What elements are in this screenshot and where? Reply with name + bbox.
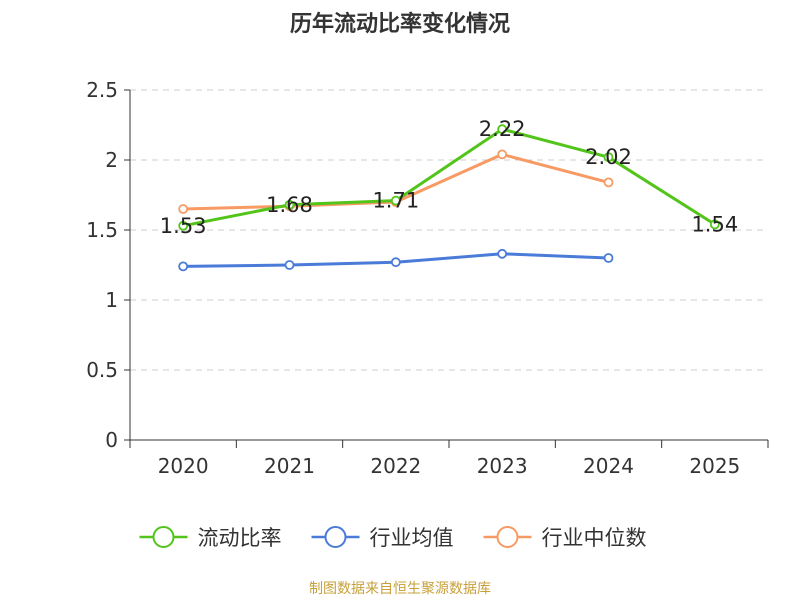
legend-item: 行业中位数 — [483, 526, 647, 550]
y-tick-label: 2.5 — [86, 78, 118, 102]
x-tick-label: 2023 — [477, 454, 528, 478]
y-tick-label: 1.5 — [86, 218, 118, 242]
chart-title: 历年流动比率变化情况 — [289, 12, 510, 37]
data-point — [390, 195, 401, 206]
y-tick-label: 2 — [105, 148, 118, 172]
data-point — [284, 199, 295, 210]
legend-label: 行业中位数 — [542, 526, 647, 550]
data-labels: 1.53 1.68 1.71 2.22 2.02 1.54 — [160, 117, 738, 238]
data-point — [178, 220, 189, 231]
data-point — [390, 257, 401, 268]
data-point — [178, 204, 189, 214]
data-point — [497, 149, 508, 160]
y-tick-label: 0.5 — [86, 358, 118, 382]
data-label: 1.71 — [372, 189, 419, 213]
y-tick-label: 0 — [105, 428, 118, 452]
x-tick-label: 2025 — [689, 454, 740, 478]
y-tick-label: 1 — [105, 288, 118, 312]
x-tick-label: 2022 — [370, 454, 421, 478]
data-point — [603, 177, 614, 188]
x-tick-label: 2024 — [583, 454, 634, 478]
legend-marker — [152, 526, 175, 548]
legend-item: 流动比率 — [139, 526, 282, 550]
x-tick-label: 2020 — [158, 454, 209, 478]
data-point — [497, 124, 508, 135]
source-note: 制图数据来自恒生聚源数据库 — [309, 581, 491, 597]
data-point — [284, 260, 295, 270]
legend-item: 行业均值 — [311, 526, 454, 550]
grid-lines — [130, 89, 768, 371]
legend: 流动比率 行业均值 行业中位数 — [139, 526, 647, 550]
data-point — [603, 253, 614, 263]
legend-marker — [324, 526, 347, 548]
x-tick-label: 2021 — [264, 454, 315, 478]
data-label: 2.02 — [585, 145, 632, 169]
legend-label: 行业均值 — [370, 526, 454, 550]
legend-marker — [496, 526, 519, 548]
data-point — [603, 152, 614, 163]
series-layer — [178, 124, 720, 272]
axes: 0 0.5 1 1.5 2 2.5 2020 2021 2022 2023 2024 2025 — [86, 78, 769, 478]
legend-label: 流动比率 — [198, 526, 282, 550]
data-point — [178, 261, 189, 272]
data-point — [497, 248, 508, 259]
data-label: 1.68 — [266, 193, 313, 217]
series-line — [182, 127, 716, 228]
data-label: 1.54 — [691, 212, 738, 236]
data-point — [709, 219, 720, 230]
data-label: 2.22 — [479, 117, 526, 141]
data-label: 1.53 — [160, 214, 207, 238]
